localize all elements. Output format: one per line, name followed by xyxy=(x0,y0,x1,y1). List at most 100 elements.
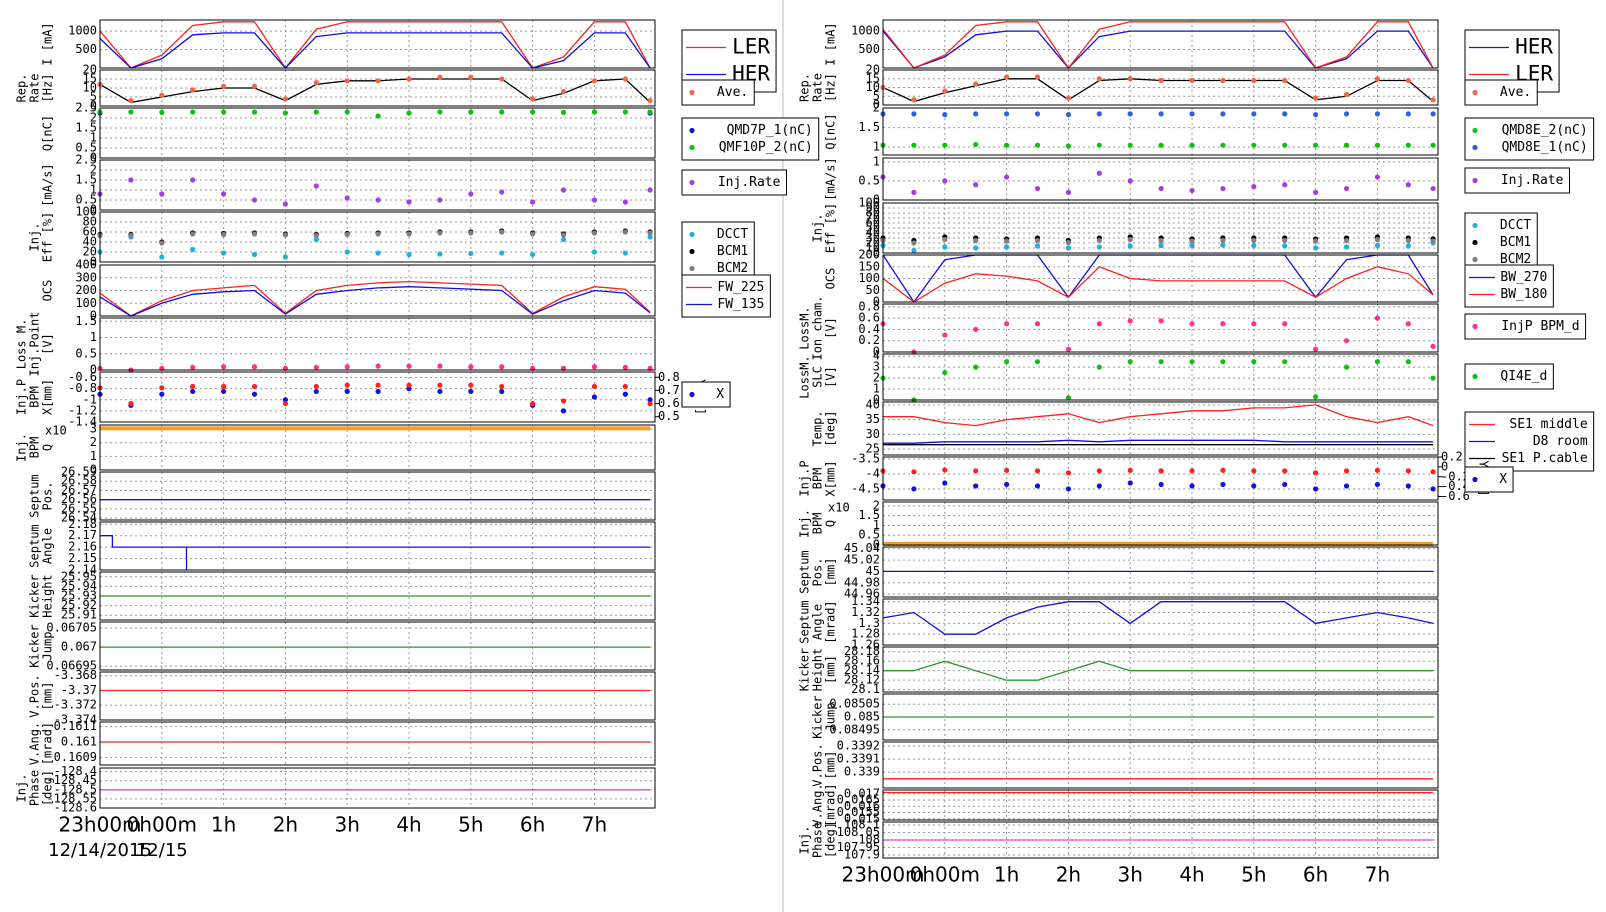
y-tick-label: 26.55 xyxy=(61,501,97,515)
legend-label: DCCT xyxy=(1500,218,1531,233)
y-tick-label: 45.04 xyxy=(844,541,880,555)
legend-box xyxy=(1464,117,1595,161)
data-point xyxy=(1096,364,1102,370)
y-tick-label: 50 xyxy=(866,283,880,297)
data-point xyxy=(647,397,653,403)
y-axis-label: Angle xyxy=(811,604,825,640)
y-tick-label: 30 xyxy=(866,427,880,441)
y-tick-label: 0.016 xyxy=(844,799,880,813)
legend-box xyxy=(1464,212,1538,273)
legend-label: QMD8E_1(nC) xyxy=(1502,140,1588,155)
data-point xyxy=(1282,321,1288,327)
data-point xyxy=(1034,111,1041,117)
y-axis-label: Height xyxy=(811,648,825,691)
data-point xyxy=(221,383,227,390)
data-point xyxy=(1251,321,1257,327)
data-point xyxy=(1405,483,1411,489)
data-point xyxy=(647,230,653,236)
data-point xyxy=(221,191,227,197)
y-axis-label: V.Ang. xyxy=(811,783,825,826)
data-point xyxy=(499,250,505,256)
data-point xyxy=(1374,359,1381,365)
data-point xyxy=(1096,111,1102,117)
data-point xyxy=(499,76,505,82)
legend-marker xyxy=(1472,89,1478,96)
data-point xyxy=(973,326,979,333)
y-tick-label: 400 xyxy=(75,258,97,272)
panel-frame xyxy=(882,646,1439,693)
panel-frame xyxy=(882,254,1439,303)
y-axis-label: Q[nC] xyxy=(824,113,838,149)
data-point xyxy=(1127,111,1133,117)
legend-label: BCM1 xyxy=(717,244,748,259)
y-tick-label: 1 xyxy=(90,330,97,344)
y-axis-label: Ion cham. xyxy=(811,295,825,360)
data-point xyxy=(437,251,443,257)
y-tick-label: 150 xyxy=(858,259,880,273)
data-point xyxy=(1405,77,1411,84)
y-axis-label: V.Pos. xyxy=(28,674,42,717)
legend-label: BCM2 xyxy=(1500,252,1531,267)
y2-tick-label: 0.2 xyxy=(1441,450,1463,464)
legend-marker xyxy=(689,144,695,151)
data-point xyxy=(1127,178,1133,184)
y-tick-label: 0 xyxy=(90,463,97,477)
series-line xyxy=(99,286,651,317)
y-tick-label: 60 xyxy=(83,225,97,239)
data-point xyxy=(1096,244,1102,250)
data-point xyxy=(159,391,165,397)
legend-box xyxy=(1464,264,1554,308)
data-point xyxy=(1189,483,1195,489)
data-point xyxy=(251,231,258,237)
legend-label: D8 room xyxy=(1533,434,1588,449)
data-point xyxy=(1430,375,1436,381)
data-point xyxy=(973,111,979,117)
data-point xyxy=(1158,481,1164,488)
data-point xyxy=(313,236,319,243)
data-point xyxy=(1430,238,1436,244)
data-point xyxy=(159,254,165,260)
legend-box xyxy=(1464,167,1570,194)
data-point xyxy=(1313,470,1319,476)
scale-label: x10 xyxy=(45,424,67,438)
data-point xyxy=(1189,77,1195,84)
panel-frame xyxy=(99,19,656,69)
y-axis-label: Jump xyxy=(41,632,55,661)
data-point xyxy=(251,251,258,258)
data-point xyxy=(1220,77,1226,84)
data-point xyxy=(282,96,289,102)
data-point xyxy=(1405,142,1411,148)
legend-label: SE1 middle xyxy=(1509,417,1587,432)
data-point xyxy=(437,197,443,203)
y-axis-label: BPM xyxy=(28,386,42,408)
data-point xyxy=(1313,245,1319,251)
y-tick-label: 0 xyxy=(90,203,97,217)
y-tick-label: 3 xyxy=(90,422,97,436)
y-axis-label: Rate xyxy=(811,73,825,102)
legend-label: Ave. xyxy=(717,85,748,100)
panel-frame xyxy=(99,107,656,159)
y-tick-label: 1.5 xyxy=(75,121,97,135)
y-tick-label: 0 xyxy=(873,393,880,407)
data-point xyxy=(1374,236,1381,243)
data-point xyxy=(973,245,979,251)
data-point xyxy=(1220,111,1226,117)
data-point xyxy=(911,97,917,103)
data-point xyxy=(1034,468,1041,474)
data-point xyxy=(1065,239,1072,246)
panel: 1 1.5 2 Q[nC] QMD8E_2(nC) QMD8E_1(nC) xyxy=(824,101,1595,161)
data-point xyxy=(128,98,134,104)
y-axis-label: BPM xyxy=(28,437,42,459)
data-point xyxy=(282,201,289,207)
y-tick-label: 20 xyxy=(83,245,97,259)
y-axis-label: Q[nC] xyxy=(41,115,55,151)
y-tick-label: 1000 xyxy=(68,24,97,38)
data-point xyxy=(190,109,196,115)
data-point xyxy=(437,109,443,115)
data-point xyxy=(190,388,196,395)
data-point xyxy=(1065,245,1072,251)
